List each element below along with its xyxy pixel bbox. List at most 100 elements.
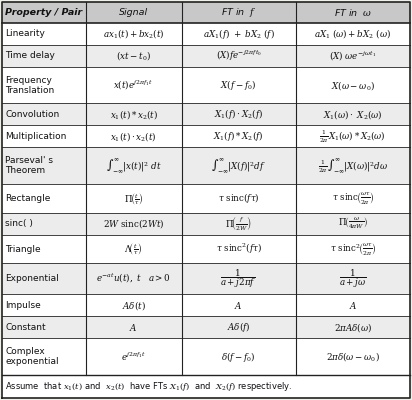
Text: Frequency: Frequency [5, 76, 52, 84]
Bar [2, 23, 86, 45]
Bar [86, 45, 182, 67]
Bar [296, 212, 410, 235]
Bar [182, 294, 296, 316]
Text: $\tau\ \mathrm{sinc}^2\!\left(\frac{\omega\tau}{2\pi}\right)$: $\tau\ \mathrm{sinc}^2\!\left(\frac{\ome… [330, 241, 376, 257]
Text: Multiplication: Multiplication [5, 132, 67, 141]
Bar [296, 126, 410, 148]
Text: $\Pi\!\left(\frac{f}{2W}\right)$: $\Pi\!\left(\frac{f}{2W}\right)$ [225, 215, 252, 232]
Text: sinc( ): sinc( ) [5, 219, 33, 228]
Bar [86, 235, 182, 263]
Text: Exponential: Exponential [5, 274, 59, 283]
Text: exponential: exponential [5, 357, 59, 366]
Text: $A$: $A$ [349, 300, 357, 311]
Bar [86, 184, 182, 212]
Bar [296, 294, 410, 316]
Text: $X_1(f)*X_2(f)$: $X_1(f)*X_2(f)$ [213, 130, 264, 144]
Text: $(xt-t_0)$: $(xt-t_0)$ [116, 50, 151, 62]
Text: $e^{-at}u(t),\ t\quad a>0$: $e^{-at}u(t),\ t\quad a>0$ [96, 272, 171, 286]
Text: Triangle: Triangle [5, 244, 41, 254]
Bar [296, 148, 410, 184]
Text: $2\pi A\delta(\omega)$: $2\pi A\delta(\omega)$ [334, 321, 372, 334]
Text: $\Lambda\!\left(\frac{t}{\tau}\right)$: $\Lambda\!\left(\frac{t}{\tau}\right)$ [124, 242, 143, 256]
Bar [182, 67, 296, 103]
Text: $(X)fe^{-j2\pi ft_0}$: $(X)fe^{-j2\pi ft_0}$ [215, 49, 262, 63]
Text: Convolution: Convolution [5, 110, 60, 119]
Bar [182, 338, 296, 375]
Bar [86, 212, 182, 235]
Text: $\tau\ \mathrm{sinc}\!\left(\frac{\omega\tau}{2\pi}\right)$: $\tau\ \mathrm{sinc}\!\left(\frac{\omega… [332, 190, 374, 206]
Bar [86, 23, 182, 45]
Text: $2W\ \mathrm{sinc}(2Wt)$: $2W\ \mathrm{sinc}(2Wt)$ [103, 217, 164, 230]
Text: $\delta(f-f_0)$: $\delta(f-f_0)$ [221, 350, 256, 364]
Bar [2, 212, 86, 235]
Bar [182, 212, 296, 235]
Bar [296, 263, 410, 294]
Bar [86, 148, 182, 184]
Text: $(X)\ \omega e^{-j\omega t_1}$: $(X)\ \omega e^{-j\omega t_1}$ [329, 49, 377, 62]
Bar [86, 103, 182, 126]
Text: Parseval' s: Parseval' s [5, 156, 54, 165]
Text: $\Pi\!\left(\frac{\omega}{4\pi W}\right)$: $\Pi\!\left(\frac{\omega}{4\pi W}\right)… [338, 216, 368, 231]
Text: Linearity: Linearity [5, 29, 45, 38]
Text: $A\delta(f)$: $A\delta(f)$ [227, 320, 250, 334]
Text: $x(t)e^{j2\pi f_1 t}$: $x(t)e^{j2\pi f_1 t}$ [113, 78, 154, 92]
Bar [182, 184, 296, 212]
Text: FT in  $\omega$: FT in $\omega$ [334, 7, 372, 18]
Bar [2, 2, 86, 23]
Bar [2, 338, 86, 375]
Bar [296, 2, 410, 23]
Bar [182, 235, 296, 263]
Bar [296, 23, 410, 45]
Bar [296, 316, 410, 338]
Text: $A$: $A$ [234, 300, 243, 311]
Text: Rectangle: Rectangle [5, 194, 51, 203]
Bar [182, 316, 296, 338]
Text: $\int_{-\infty}^{\infty}|X(f)|^2 df$: $\int_{-\infty}^{\infty}|X(f)|^2 df$ [211, 156, 266, 175]
Text: $x_1(t)\cdot x_2(t)$: $x_1(t)\cdot x_2(t)$ [110, 130, 157, 143]
Text: $X_1(f)\cdot X_2(f)$: $X_1(f)\cdot X_2(f)$ [214, 107, 263, 121]
Bar [2, 294, 86, 316]
Text: $A$: $A$ [129, 322, 138, 333]
Text: $\frac{1}{2\pi}X_1(\omega)*X_2(\omega)$: $\frac{1}{2\pi}X_1(\omega)*X_2(\omega)$ [319, 128, 386, 145]
Text: $aX_1(f)\ +\ bX_2\ (f)$: $aX_1(f)\ +\ bX_2\ (f)$ [203, 27, 275, 41]
Bar [182, 2, 296, 23]
Text: $X_1(\omega)\cdot\ X_2(\omega)$: $X_1(\omega)\cdot\ X_2(\omega)$ [323, 108, 383, 121]
Bar [2, 126, 86, 148]
Text: $\dfrac{1}{a+j\omega}$: $\dfrac{1}{a+j\omega}$ [339, 268, 367, 290]
Text: $\frac{1}{2\pi}\int_{-\infty}^{\infty}|X(\omega)|^2 d\omega$: $\frac{1}{2\pi}\int_{-\infty}^{\infty}|X… [318, 156, 388, 175]
Bar [2, 263, 86, 294]
Bar [2, 235, 86, 263]
Bar [182, 103, 296, 126]
Text: $\tau\ \mathrm{sinc}(f\tau)$: $\tau\ \mathrm{sinc}(f\tau)$ [218, 191, 260, 205]
Text: $X(\omega-\omega_0)$: $X(\omega-\omega_0)$ [331, 79, 375, 92]
Text: Theorem: Theorem [5, 166, 45, 175]
Text: $2\pi\delta(\omega-\omega_0)$: $2\pi\delta(\omega-\omega_0)$ [326, 350, 380, 363]
Text: Property / Pair: Property / Pair [5, 8, 82, 17]
Text: Assume  that $x_1(t)$ and  $x_2(t)$  have FTs $X_1(f)$  and  $X_2(f)$ respective: Assume that $x_1(t)$ and $x_2(t)$ have F… [5, 380, 293, 393]
Bar [182, 263, 296, 294]
Text: Constant: Constant [5, 323, 46, 332]
Bar [86, 2, 182, 23]
Text: Translation: Translation [5, 86, 55, 95]
Text: Signal: Signal [119, 8, 148, 17]
Text: $ax_1(t)+bx_2(t)$: $ax_1(t)+bx_2(t)$ [103, 27, 164, 40]
Bar [182, 23, 296, 45]
Bar [86, 294, 182, 316]
Bar [296, 184, 410, 212]
Bar [86, 338, 182, 375]
Bar [182, 45, 296, 67]
Text: FT in  $f$: FT in $f$ [221, 6, 257, 19]
Text: $\Pi\!\left(\frac{t}{\tau}\right)$: $\Pi\!\left(\frac{t}{\tau}\right)$ [124, 191, 143, 206]
Bar [86, 263, 182, 294]
Bar [182, 126, 296, 148]
Bar [296, 103, 410, 126]
Bar [86, 126, 182, 148]
Text: $X(f-f_0)$: $X(f-f_0)$ [220, 78, 257, 92]
Bar [2, 148, 86, 184]
Text: $\int_{-\infty}^{\infty}|x(t)|^2\ dt$: $\int_{-\infty}^{\infty}|x(t)|^2\ dt$ [106, 156, 162, 175]
Text: $aX_1\ (\omega)+bX_2\ (\omega)$: $aX_1\ (\omega)+bX_2\ (\omega)$ [314, 27, 391, 40]
Text: $e^{j2\pi f_1 t}$: $e^{j2\pi f_1 t}$ [121, 350, 146, 363]
Text: $A\delta(t)$: $A\delta(t)$ [122, 299, 145, 312]
Text: $\tau\ \mathrm{sinc}^2(f\tau)$: $\tau\ \mathrm{sinc}^2(f\tau)$ [215, 242, 262, 256]
Bar [86, 67, 182, 103]
